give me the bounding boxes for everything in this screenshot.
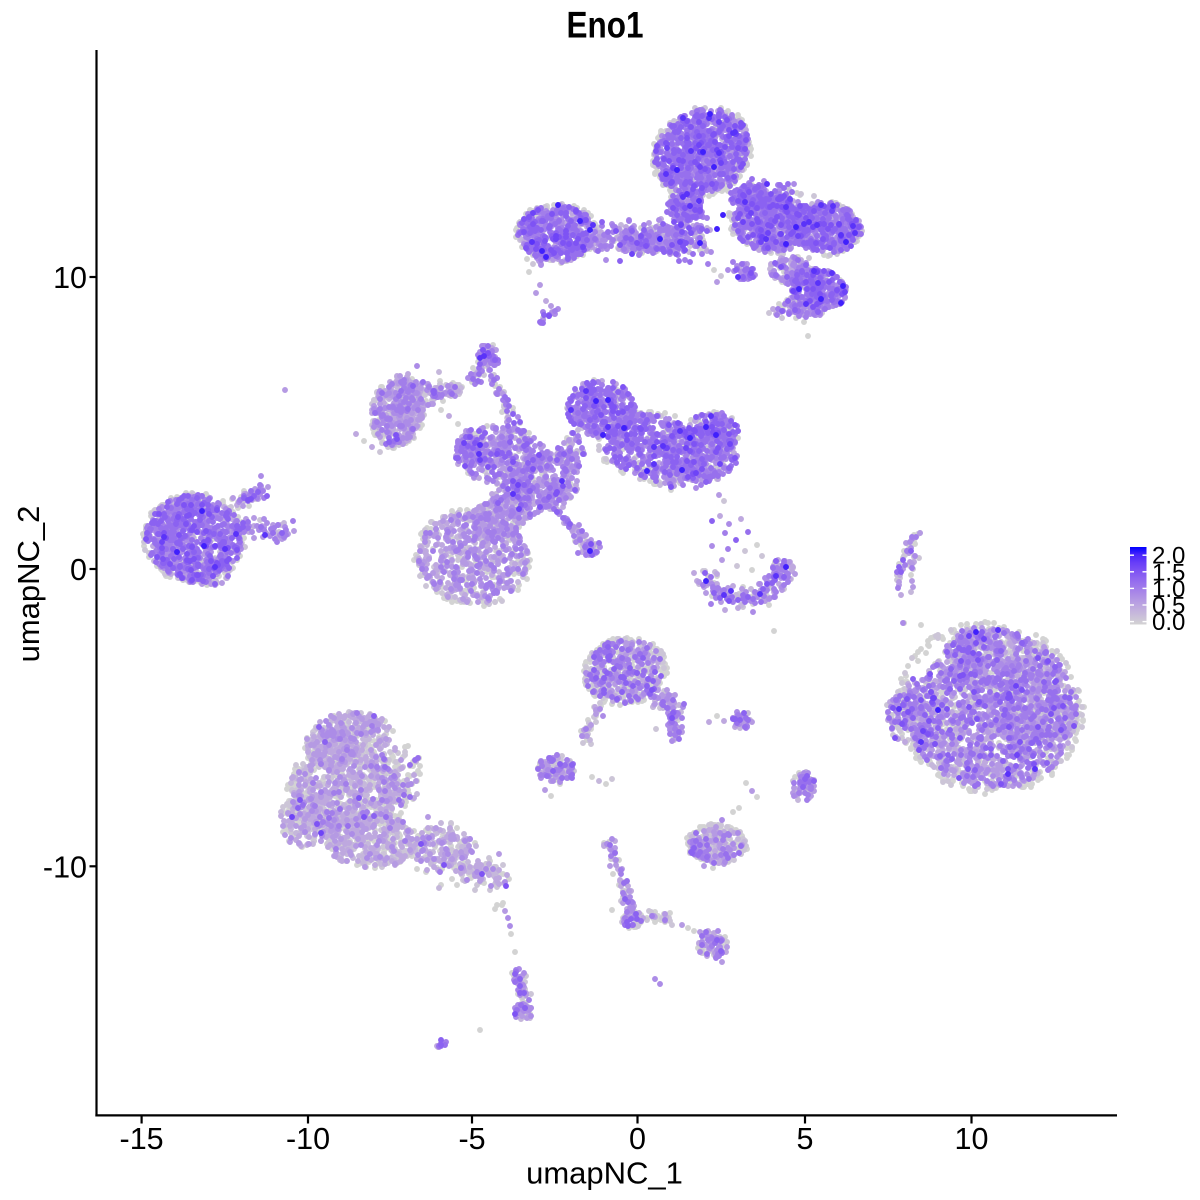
svg-text:umapNC_1: umapNC_1: [526, 1156, 683, 1191]
svg-text:10: 10: [955, 1122, 989, 1156]
svg-text:Eno1: Eno1: [567, 5, 644, 46]
svg-text:-10: -10: [43, 850, 87, 884]
svg-text:-10: -10: [286, 1122, 330, 1156]
svg-text:5: 5: [797, 1122, 814, 1156]
svg-text:-5: -5: [458, 1122, 485, 1156]
svg-text:0: 0: [629, 1122, 646, 1156]
svg-text:2.0: 2.0: [1152, 543, 1185, 570]
svg-text:-15: -15: [120, 1122, 164, 1156]
svg-text:1.0: 1.0: [1152, 576, 1185, 603]
svg-text:1.5: 1.5: [1152, 559, 1185, 586]
svg-text:10: 10: [53, 261, 87, 295]
svg-text:0.0: 0.0: [1152, 609, 1185, 636]
svg-text:0: 0: [70, 553, 87, 587]
svg-text:umapNC_2: umapNC_2: [11, 506, 46, 663]
svg-text:0.5: 0.5: [1152, 593, 1185, 620]
